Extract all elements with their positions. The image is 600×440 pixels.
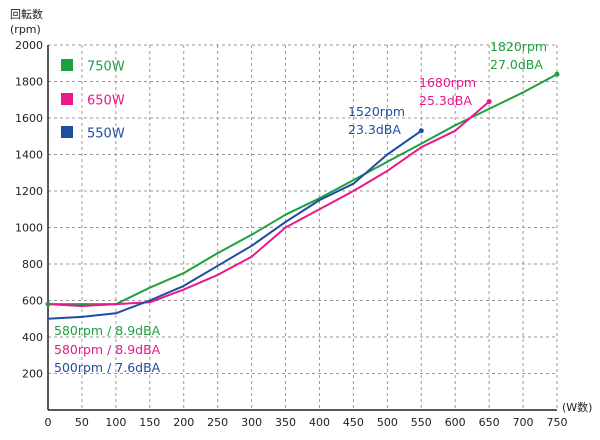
start-annotation-750W: 580rpm / 8.9dBA [54,323,161,338]
legend-swatch-650W [61,93,73,105]
x-tick-label: 100 [105,416,126,429]
x-tick-label: 300 [241,416,262,429]
series-line-750W [48,73,558,306]
x-tick-label: 150 [139,416,160,429]
x-tick-label: 500 [377,416,398,429]
y-axis-unit: (rpm) [10,23,41,36]
x-tick-label: 350 [275,416,296,429]
end-annotation-550W: 23.3dBA [348,122,401,137]
axes [47,45,557,411]
y-tick-label: 1000 [15,222,43,235]
series-start-point [45,301,51,307]
series-end-point-650W [486,99,492,105]
end-annotation-550W: 1520rpm [348,104,405,119]
series-end-point-750W [554,71,560,77]
x-tick-label: 450 [343,416,364,429]
tick-labels: 0 50 100 150 200 250 300 350 400 450 500 550 600 650 7… [10,8,592,429]
x-tick-label: 750 [547,416,568,429]
y-tick-label: 1600 [15,112,43,125]
x-tick-label: 200 [173,416,194,429]
start-annotation-550W: 500rpm / 7.6dBA [54,360,161,375]
x-axis-label: (W数) [562,401,592,414]
end-annotation-650W: 25.3dBA [419,93,472,108]
y-tick-label: 600 [22,295,43,308]
x-tick-label: 550 [411,416,432,429]
legend: 750W 650W 550W [61,59,125,142]
x-tick-label: 400 [309,416,330,429]
x-tick-label: 50 [75,416,89,429]
grid [48,44,558,410]
x-tick-label: 0 [45,416,52,429]
y-tick-label: 800 [22,258,43,271]
y-tick-label: 1800 [15,76,43,89]
series-end-point-550W [418,128,424,134]
x-tick-label: 250 [207,416,228,429]
x-tick-label: 650 [479,416,500,429]
y-tick-label: 2000 [15,39,43,52]
series-line-550W [47,129,422,320]
x-tick-label: 700 [513,416,534,429]
y-tick-label: 400 [22,331,43,344]
y-tick-label: 1200 [15,185,43,198]
end-annotation-750W: 1820rpm [490,39,547,54]
legend-swatch-750W [61,59,73,71]
legend-swatch-550W [61,126,73,138]
end-annotation-750W: 27.0dBA [490,57,543,72]
legend-label-750W: 750W [87,60,125,75]
series-lines [45,71,560,320]
series-line-650W [47,100,490,307]
y-tick-label: 200 [22,368,43,381]
y-axis-label: 回転数 [10,8,43,21]
start-annotation-650W: 580rpm / 8.9dBA [54,342,161,357]
legend-label-550W: 550W [87,127,125,142]
x-tick-label: 600 [445,416,466,429]
annotations: 1820rpm 27.0dBA 1680rpm 25.3dBA 1520rpm 23.3d… [54,39,547,375]
end-annotation-650W: 1680rpm [419,75,476,90]
legend-label-650W: 650W [87,94,125,109]
y-tick-label: 1400 [15,149,43,162]
